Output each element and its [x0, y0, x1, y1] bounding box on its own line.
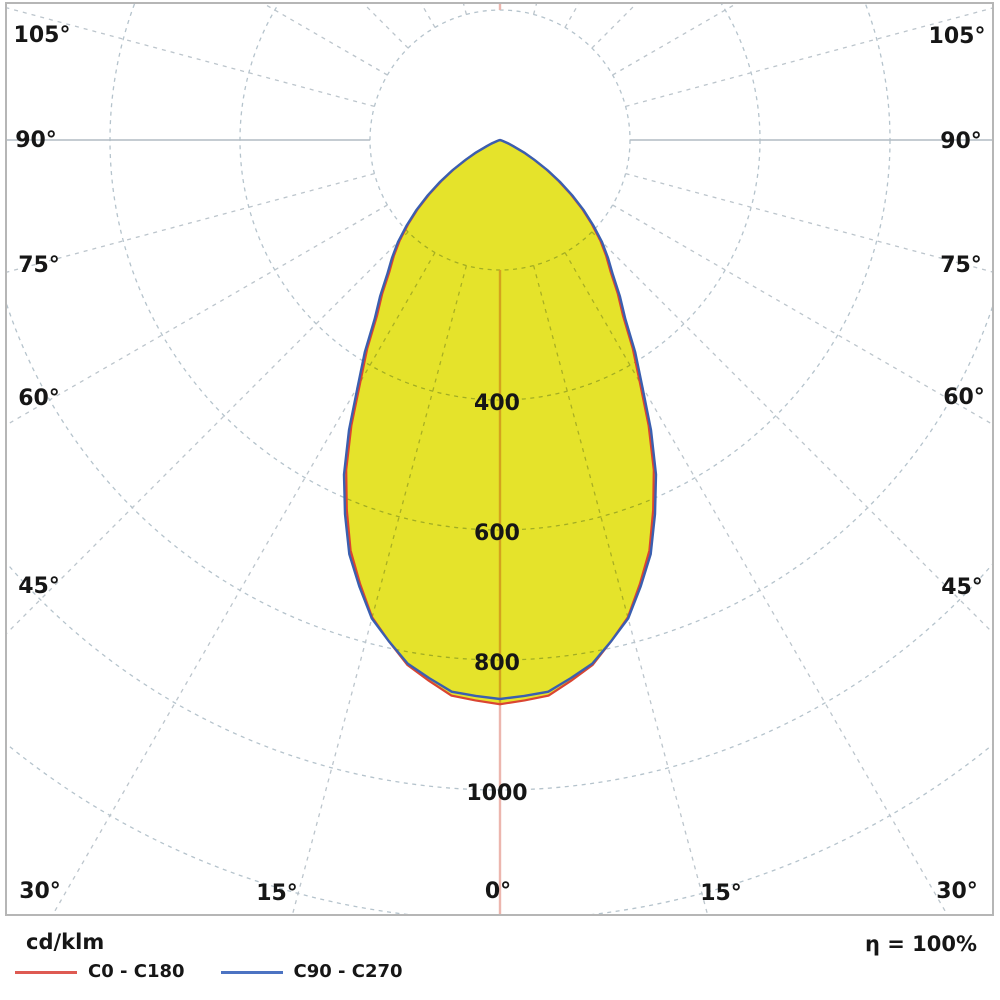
legend-item: C0 - C180: [15, 963, 185, 981]
legend-series-label: C90 - C270: [293, 961, 403, 982]
grid-radial-345: [291, 265, 468, 915]
grid-radial-315: [6, 231, 409, 635]
grid-radial-105: [625, 7, 993, 108]
radial-value-label: 800: [474, 651, 520, 676]
grid-radial-240: [261, 3, 388, 76]
angle-label-right: 90°: [940, 129, 982, 154]
legend-item: C90 - C270: [220, 961, 403, 982]
radial-value-label: 400: [474, 391, 520, 416]
angle-label-left: 105°: [13, 23, 71, 48]
grid-radial-255: [6, 6, 375, 108]
legend-series-label: C0 - C180: [88, 961, 185, 982]
angle-label-bottom: 30°: [19, 879, 61, 904]
radial-value-label: 1000: [466, 781, 528, 806]
angle-label-bottom: 30°: [936, 879, 978, 904]
angle-label-bottom: 15°: [256, 881, 298, 906]
angle-label-left: 60°: [18, 386, 60, 411]
radial-value-label: 600: [474, 521, 520, 546]
efficiency-label: η = 100%: [864, 932, 977, 956]
grid-radial-45: [591, 231, 993, 634]
curve-c90-c270: [342, 138, 658, 701]
grid-radial-75: [625, 172, 993, 273]
angle-label-right: 60°: [943, 385, 985, 410]
grid-radial-60: [612, 204, 993, 426]
angle-label-right: 45°: [941, 575, 983, 600]
units-label: cd/klm: [26, 930, 105, 954]
chart-frame: [5, 2, 994, 916]
angle-label-right: 75°: [940, 253, 982, 278]
grid-radial-120: [612, 3, 739, 76]
grid-radial-285: [6, 172, 375, 274]
grid-radial-330: [51, 252, 436, 915]
grid-radial-30: [564, 252, 949, 915]
angle-label-left: 45°: [18, 574, 60, 599]
angle-label-left: 75°: [18, 253, 60, 278]
angle-label-left: 90°: [15, 128, 57, 153]
angle-label-right: 105°: [928, 24, 986, 49]
grid-radial-300: [6, 204, 388, 426]
legend-swatch-line: [15, 970, 77, 974]
angle-label-bottom: 15°: [700, 881, 742, 906]
legend: C0 - C180 C90 - C270: [15, 963, 439, 981]
grid-radial-15: [532, 265, 709, 915]
legend-swatch-line: [220, 970, 283, 974]
angle-label-bottom: 0°: [484, 879, 512, 904]
